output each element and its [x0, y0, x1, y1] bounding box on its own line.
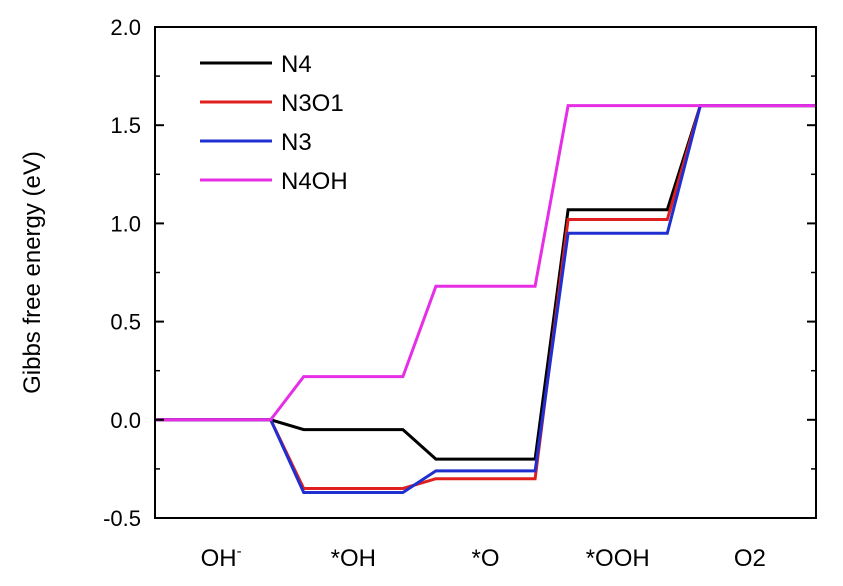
x-category-label: O2	[734, 545, 766, 572]
y-tick-label: 2.0	[110, 15, 141, 40]
ticks-layer: -0.5 0.0 0.5 1.0 1.5 2.0 OH- *OH *O *OOH O2	[103, 15, 816, 572]
y-tick-label: 1.0	[110, 211, 141, 236]
y-tick-label: 0.0	[110, 408, 141, 433]
x-category-label: *OOH	[586, 545, 650, 572]
series-line-n3o1	[155, 104, 816, 490]
y-tick-label: 0.5	[110, 310, 141, 335]
legend-label-n3: N3	[281, 129, 312, 156]
y-axis-label: Gibbs free energy (eV)	[19, 151, 46, 394]
x-category-label: *O	[471, 545, 499, 572]
y-tick-label: 1.5	[110, 113, 141, 138]
x-category-label: OH-	[201, 543, 242, 572]
y-tick-label: -0.5	[103, 506, 141, 531]
legend-label-n4: N4	[281, 51, 312, 78]
x-category-label: *OH	[331, 545, 376, 572]
series-line-n4oh	[155, 104, 816, 422]
series-line-n3	[155, 104, 816, 494]
legend: N4 N3O1 N3 N4OH	[200, 51, 348, 195]
series-line-n4	[155, 104, 816, 461]
legend-label-n4oh: N4OH	[281, 168, 348, 195]
legend-label-n3o1: N3O1	[281, 90, 344, 117]
series-layer	[155, 104, 816, 494]
